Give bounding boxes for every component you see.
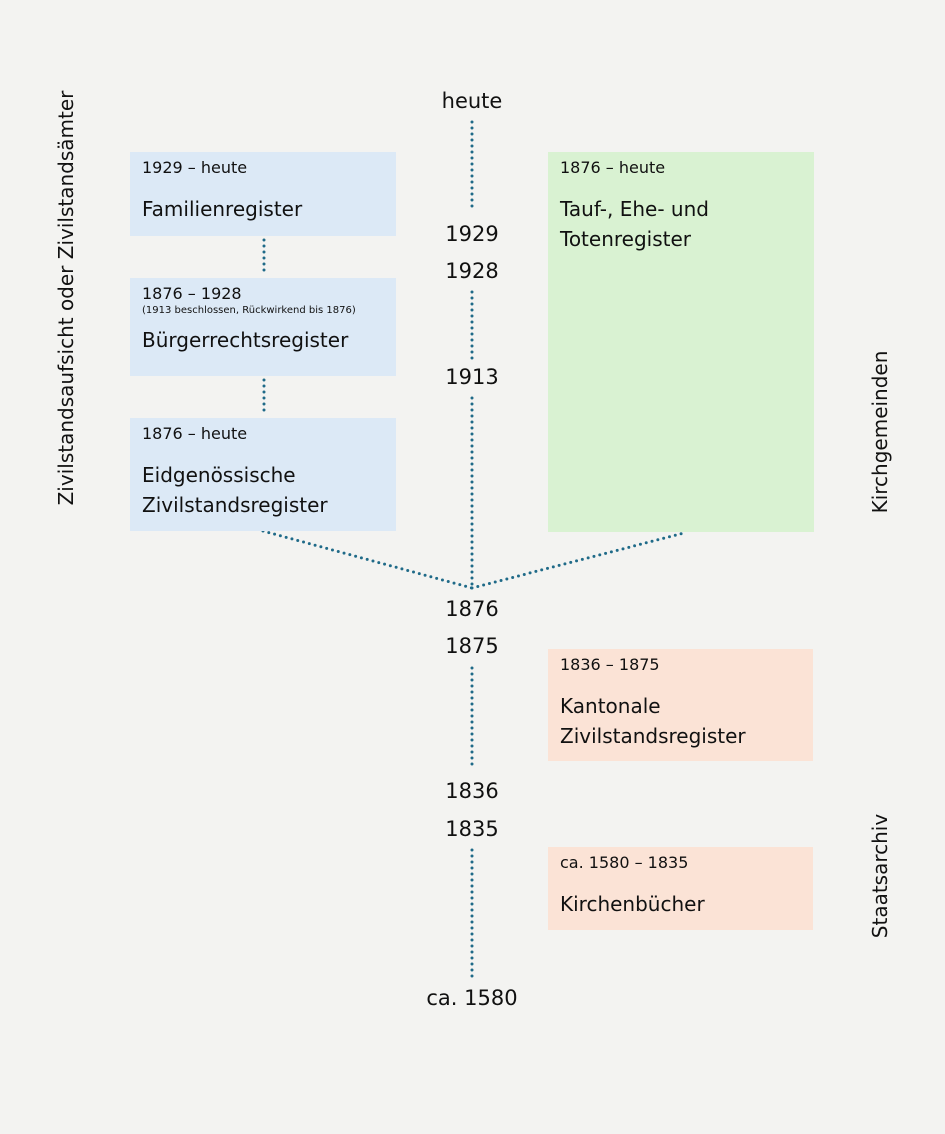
year-label: heute bbox=[441, 89, 503, 113]
merge-line-right bbox=[470, 531, 686, 590]
box-title: Eidgenössische Zivilstandsregister bbox=[142, 460, 384, 520]
box-title: Bürgerrechtsregister bbox=[142, 328, 349, 352]
year-label: 1875 bbox=[445, 634, 499, 658]
box-familienregister: 1929 – heute Familienregister bbox=[130, 152, 396, 236]
box-title-line: Eidgenössische bbox=[142, 463, 296, 487]
box-kirchenbuecher: ca. 1580 – 1835 Kirchenbücher bbox=[548, 847, 813, 930]
year-label: 1876 bbox=[445, 597, 499, 621]
side-label-parishes: Kirchgemeinden bbox=[868, 350, 892, 514]
box-buergerrechtsregister: 1876 – 1928 (1913 beschlossen, Rückwirke… bbox=[130, 278, 396, 376]
year-label: 1929 bbox=[445, 222, 499, 246]
box-title-line: Kantonale bbox=[560, 694, 661, 718]
box-title: Kirchenbücher bbox=[560, 892, 705, 916]
box-title: Tauf-, Ehe- und Totenregister bbox=[560, 194, 802, 254]
box-range: 1929 – heute bbox=[142, 158, 248, 177]
box-title-line: Tauf-, Ehe- und bbox=[560, 197, 709, 221]
box-title: Familienregister bbox=[142, 197, 303, 221]
box-range: 1876 – 1928 bbox=[142, 284, 242, 303]
box-kantonale-zivilstandsregister: 1836 – 1875 Kantonale Zivilstandsregister bbox=[548, 649, 813, 761]
side-label-civil-offices: Zivilstandsaufsicht oder Zivilstandsämte… bbox=[54, 90, 78, 506]
year-label: 1835 bbox=[445, 817, 499, 841]
box-title-line: Zivilstandsregister bbox=[142, 493, 328, 517]
box-tauf-ehe-totenregister: 1876 – heute Tauf-, Ehe- und Totenregiste… bbox=[548, 152, 814, 532]
box-title-line: Zivilstandsregister bbox=[560, 724, 746, 748]
merge-line-left bbox=[261, 529, 474, 590]
year-label: 1836 bbox=[445, 779, 499, 803]
box-title: Kantonale Zivilstandsregister bbox=[560, 691, 801, 751]
box-range: ca. 1580 – 1835 bbox=[560, 853, 689, 872]
box-range: 1876 – heute bbox=[560, 158, 666, 177]
year-label: 1928 bbox=[445, 259, 499, 283]
year-label: ca. 1580 bbox=[426, 986, 518, 1010]
box-range: 1876 – heute bbox=[142, 424, 248, 443]
box-title-line: Totenregister bbox=[560, 227, 692, 251]
box-eidgenoessische-zivilstandsregister: 1876 – heute Eidgenössische Zivilstandsre… bbox=[130, 418, 396, 531]
year-label: 1913 bbox=[445, 365, 499, 389]
side-label-state-archive: Staatsarchiv bbox=[868, 813, 892, 939]
box-range: 1836 – 1875 bbox=[560, 655, 660, 674]
box-note: (1913 beschlossen, Rückwirkend bis 1876) bbox=[142, 305, 356, 316]
